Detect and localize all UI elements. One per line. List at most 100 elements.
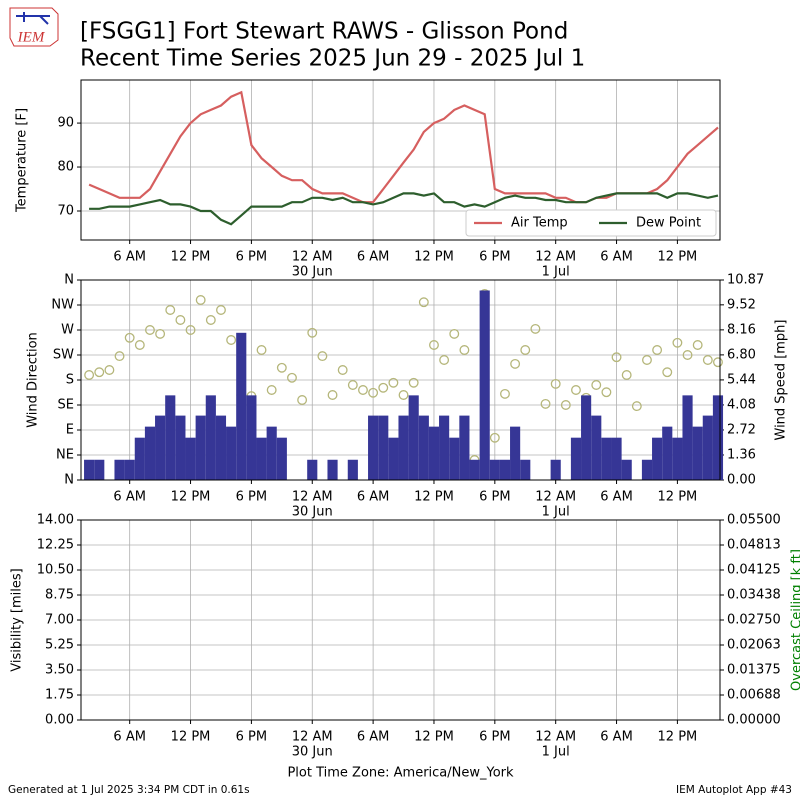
y-tick-label: N (64, 473, 74, 488)
point (540, 398, 551, 409)
point (388, 377, 399, 388)
point (165, 305, 176, 315)
bar (449, 437, 460, 480)
y-tick-label: N (64, 273, 74, 288)
x-date-label: 30 Jun (292, 505, 333, 520)
point (104, 365, 115, 375)
x-tick-label: 12 AM (292, 730, 333, 745)
bar (510, 426, 521, 480)
bar (591, 415, 602, 480)
point (439, 355, 450, 365)
point (378, 382, 389, 393)
y-tick-label: NW (51, 298, 74, 313)
y-tick-label: 0.00 (45, 713, 74, 728)
point (713, 357, 723, 368)
x-tick-label: 6 PM (236, 250, 267, 265)
point (287, 372, 297, 383)
x-tick-label: 12 AM (535, 250, 576, 265)
point (307, 327, 318, 338)
y2-tick-label: 0.00688 (727, 688, 781, 703)
y-tick-label: 70 (57, 203, 74, 218)
x-tick-label: 6 AM (357, 730, 390, 745)
point (408, 377, 419, 388)
bar (570, 437, 582, 480)
point (398, 390, 409, 400)
point (530, 323, 541, 334)
footer-app: IEM Autoplot App #43 (676, 784, 792, 796)
x-tick-label: 12 AM (292, 490, 333, 505)
y2-tick-label: 4.08 (727, 397, 756, 412)
logo-outline (9, 7, 59, 47)
bar (134, 437, 145, 480)
logo-text: IEM (17, 29, 46, 45)
panel: 6 AM 12 PM 6 PM 12 AM 6 AM 12 PM 6 PM 12 AM 6 AM… (10, 513, 800, 781)
point (672, 337, 683, 348)
x-tick-label: 6 AM (600, 250, 633, 265)
x-tick-label: 6 PM (479, 490, 510, 505)
x-tick-label: 12 AM (535, 490, 576, 505)
y-axis-label: Visibility [miles] (10, 568, 25, 671)
y2-tick-label: 10.87 (727, 273, 764, 288)
y2-tick-label: 1.36 (727, 447, 756, 462)
x-tick-label: 6 AM (600, 730, 633, 745)
x-tick-label: 12 PM (414, 250, 454, 265)
logo: IEM (9, 7, 59, 47)
point (155, 328, 166, 339)
y2-tick-label: 0.05500 (727, 513, 781, 528)
point (702, 355, 713, 365)
point (459, 345, 470, 355)
y-tick-label: 90 (57, 116, 74, 131)
point (297, 395, 308, 405)
point (418, 297, 429, 308)
point (692, 340, 703, 350)
point (621, 370, 632, 380)
bar (581, 395, 592, 480)
x-tick-label: 12 PM (658, 490, 698, 505)
y-tick-label: E (66, 423, 74, 438)
y2-axis-label: Overcast Ceiling [k ft] (790, 549, 800, 691)
y2-tick-label: 0.00 (727, 473, 756, 488)
y2-tick-label: 0.00000 (727, 713, 781, 728)
y2-tick-label: 5.44 (727, 372, 756, 387)
x-date-label: 1 Jul (542, 265, 570, 280)
x-date-label: 1 Jul (542, 745, 570, 760)
bar (155, 415, 166, 480)
bar (226, 426, 237, 480)
bar (550, 459, 561, 480)
x-tick-label: 6 PM (236, 490, 267, 505)
bar (215, 415, 227, 480)
point (652, 345, 663, 355)
x-tick-label: 6 AM (600, 490, 633, 505)
bar (84, 459, 95, 480)
plot-frame (80, 79, 721, 241)
point (84, 370, 95, 380)
panel: 6 AM 12 PM 6 PM 12 AM 6 AM 12 PM 6 PM 12 AM 6 AM… (15, 79, 721, 280)
point (510, 358, 521, 369)
x-tick-label: 6 PM (479, 730, 510, 745)
point (256, 345, 267, 355)
point (358, 385, 368, 395)
bar (347, 459, 358, 480)
point (347, 380, 358, 390)
point (124, 332, 135, 343)
y-tick-label: SW (53, 348, 74, 363)
y-tick-label: S (66, 373, 74, 388)
x-tick-label: 6 AM (113, 250, 146, 265)
plot-frame (80, 279, 721, 481)
bar (662, 426, 673, 480)
y2-tick-label: 0.03438 (727, 588, 781, 603)
legend-box (465, 209, 717, 237)
x-tick-label: 12 AM (535, 730, 576, 745)
point (631, 401, 642, 412)
bar (94, 459, 105, 480)
x-tick-label: 12 AM (292, 250, 333, 265)
bar (520, 459, 531, 480)
y2-axis-label: Wind Speed [mph] (774, 320, 789, 441)
y2-tick-label: 0.01375 (727, 663, 781, 678)
legend-label: Air Temp (511, 216, 568, 231)
y2-tick-label: 9.52 (727, 297, 756, 312)
x-tick-label: 12 PM (171, 250, 211, 265)
bar (185, 437, 196, 480)
point (662, 367, 673, 378)
